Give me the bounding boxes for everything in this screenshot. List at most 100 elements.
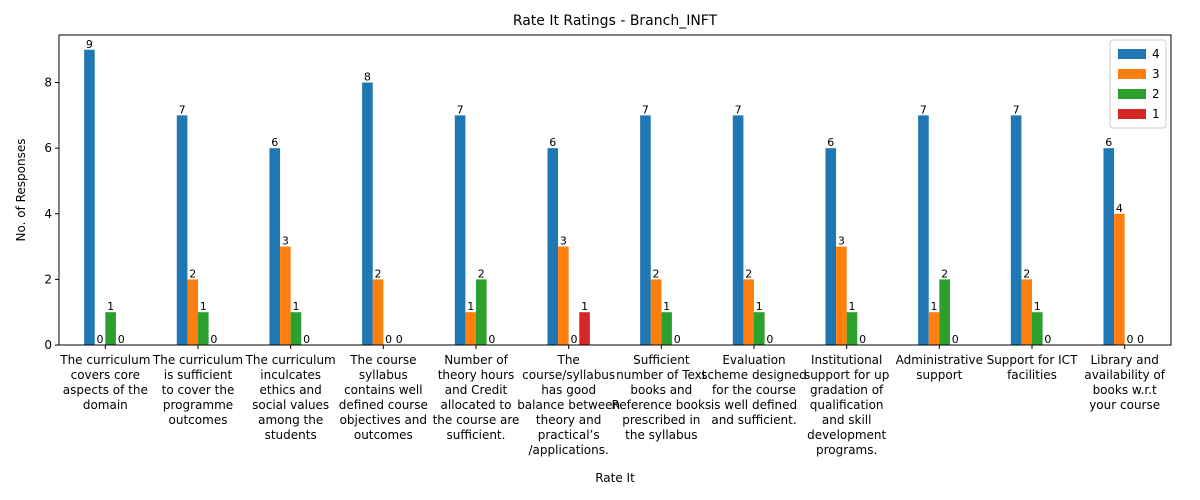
bar-series-4 (732, 115, 744, 346)
bar-series-4 (176, 115, 188, 346)
data-label: 0 (97, 333, 104, 346)
legend-box (1109, 39, 1167, 129)
data-label: 0 (396, 333, 403, 346)
x-tick-label-line: allocated to (441, 398, 512, 412)
x-tick-label: Administrative support (896, 353, 983, 382)
bar-series-1 (579, 312, 590, 345)
x-tick-label-line: books w.r.t (1093, 383, 1157, 397)
x-tick-label-line: The curriculum (152, 353, 243, 367)
x-tick-label-line: number of Text (616, 368, 707, 382)
data-label: 0 (118, 333, 125, 346)
x-tick-label-line: outcomes (354, 428, 413, 442)
bar-series-4 (825, 148, 837, 345)
legend-swatch (1118, 109, 1146, 119)
data-label: 1 (756, 300, 763, 313)
x-tick-label-line: books and (630, 383, 692, 397)
x-tick-label: Sufficient number of Text books and Referen… (611, 353, 711, 442)
x-tick-label-line: among the (258, 413, 323, 427)
bar-series-4 (269, 148, 281, 345)
x-tick-label: Number of theory hours and Credit allocated… (433, 353, 520, 442)
data-label: 2 (745, 267, 752, 280)
x-tick-label-line: outcomes (169, 413, 228, 427)
bar-series-3 (836, 246, 847, 345)
data-label: 2 (653, 267, 660, 280)
data-label: 1 (931, 300, 938, 313)
data-label: 0 (859, 333, 866, 346)
data-label: 1 (1034, 300, 1041, 313)
bar-series-3 (650, 279, 662, 345)
bar-series-4 (640, 115, 651, 346)
legend: 4 3 2 1 (1109, 39, 1167, 129)
data-label: 2 (478, 267, 485, 280)
legend-label: 1 (1152, 107, 1160, 121)
bar-series-4 (454, 115, 466, 346)
bar-series-3 (928, 312, 940, 345)
data-label: 2 (941, 267, 948, 280)
x-tick-label-line: syllabus (359, 368, 408, 382)
legend-label: 4 (1152, 47, 1160, 61)
x-tick-label-line: defined course (339, 398, 428, 412)
data-label: 7 (642, 103, 649, 116)
data-label: 0 (1126, 333, 1133, 346)
x-tick-label-line: Support for ICT (987, 353, 1078, 367)
bar-series-3 (187, 279, 198, 345)
legend-swatch (1118, 69, 1146, 79)
data-label: 4 (1116, 202, 1123, 215)
data-label: 3 (560, 235, 567, 248)
x-tick-label-line: prescribed in (622, 413, 700, 427)
x-tick-label-line: your course (1089, 398, 1160, 412)
data-label: 0 (385, 333, 392, 346)
y-tick-label: 6 (44, 141, 52, 155)
data-label: 8 (364, 71, 371, 84)
y-tick-label: 8 (44, 76, 52, 90)
x-tick-label-line: and Credit (445, 383, 508, 397)
bar-series-3 (1114, 213, 1125, 345)
data-label: 6 (827, 136, 834, 149)
x-tick-label-line: The curriculum (59, 353, 150, 367)
data-label: 0 (488, 333, 495, 346)
x-tick-label-line: objectives and (340, 413, 427, 427)
bar-series-2 (661, 312, 672, 345)
bar-series-2 (198, 312, 209, 345)
legend-swatch (1118, 49, 1146, 59)
x-tick-label-line: support for up (804, 368, 889, 382)
y-tick-label: 2 (44, 272, 52, 286)
bar-series-3 (372, 279, 384, 345)
x-tick-label-line: scheme designed (701, 368, 807, 382)
x-tick-label-line: ethics and (260, 383, 322, 397)
x-tick-label-line: students (265, 428, 317, 442)
legend-label: 3 (1152, 67, 1160, 81)
x-tick-label-line: social values (252, 398, 329, 412)
x-tick-label-line: /applications. (529, 443, 609, 457)
bar-series-3 (465, 312, 476, 345)
y-tick-label: 0 (44, 338, 52, 352)
x-tick-label-line: development (807, 428, 886, 442)
data-label: 0 (674, 333, 681, 346)
bar-series-2 (105, 312, 116, 345)
x-tick-label-line: is sufficient (164, 368, 233, 382)
data-label: 1 (848, 300, 855, 313)
data-label: 0 (1044, 333, 1051, 346)
data-label: 1 (663, 300, 670, 313)
bar-series-3 (1021, 279, 1032, 345)
data-label: 7 (920, 103, 927, 116)
x-tick-label-line: inculcates (260, 368, 321, 382)
data-label: 6 (549, 136, 556, 149)
x-tick-label-line: Institutional (811, 353, 882, 367)
y-tick-label: 4 (44, 207, 52, 221)
x-tick-label: Evaluation scheme designed for the course i… (701, 353, 807, 427)
x-tick-label: The curriculum inculcates ethics and social… (245, 353, 336, 442)
y-axis-label: No. of Responses (14, 138, 28, 241)
bar-series-2 (476, 279, 487, 345)
bar-series-3 (558, 246, 569, 345)
x-tick-label-line: Library and (1090, 353, 1158, 367)
x-tick-label-line: and skill (822, 413, 872, 427)
bar-series-4 (1103, 148, 1115, 345)
x-tick-label-line: theory and (536, 413, 601, 427)
bar-series-2 (754, 312, 765, 345)
x-tick-label: The curriculum is sufficient to cover the p… (152, 353, 243, 427)
x-tick-label: Support for ICT facilities (987, 353, 1078, 382)
bar-series-2 (939, 279, 950, 345)
data-label: 2 (189, 267, 196, 280)
